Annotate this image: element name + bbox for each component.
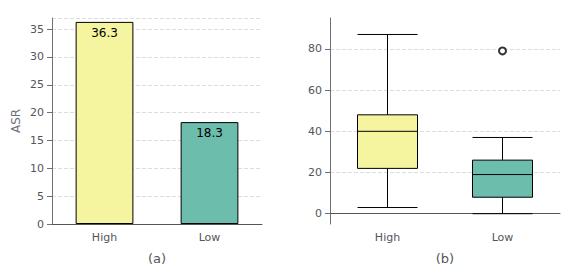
svg-text:30: 30 <box>30 50 44 63</box>
svg-text:10: 10 <box>30 162 44 175</box>
svg-text:35: 35 <box>30 23 44 36</box>
svg-text:High: High <box>92 231 117 244</box>
svg-text:0: 0 <box>37 218 44 231</box>
svg-text:5: 5 <box>37 190 44 203</box>
svg-text:20: 20 <box>308 166 322 179</box>
svg-text:Low: Low <box>199 231 221 244</box>
svg-text:(a): (a) <box>148 251 166 266</box>
svg-text:25: 25 <box>30 78 44 91</box>
svg-text:20: 20 <box>30 106 44 119</box>
svg-text:18.3: 18.3 <box>196 126 223 140</box>
svg-text:80: 80 <box>308 42 322 55</box>
svg-text:15: 15 <box>30 134 44 147</box>
svg-text:High: High <box>375 231 400 244</box>
svg-text:Low: Low <box>492 231 514 244</box>
svg-text:36.3: 36.3 <box>91 26 118 40</box>
svg-text:(b): (b) <box>436 251 454 266</box>
svg-text:0: 0 <box>315 207 322 220</box>
svg-text:ASR: ASR <box>9 109 23 133</box>
svg-text:60: 60 <box>308 84 322 97</box>
svg-text:40: 40 <box>308 125 322 138</box>
